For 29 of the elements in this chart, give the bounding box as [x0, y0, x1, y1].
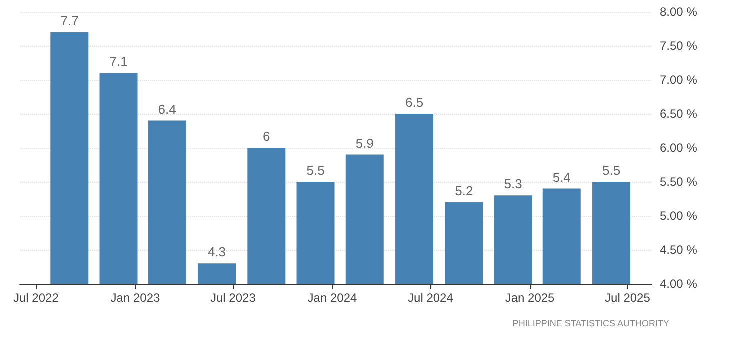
- x-tick-label: Jan 2024: [308, 291, 358, 305]
- y-tick-label: 7.50 %: [660, 39, 698, 53]
- y-tick-label: 5.50 %: [660, 175, 698, 189]
- x-tick-label: Jul 2025: [605, 291, 651, 305]
- data-label: 5.9: [356, 136, 374, 151]
- data-label: 7.7: [60, 13, 79, 28]
- data-label: 6: [263, 129, 270, 144]
- y-tick-label: 6.00 %: [660, 141, 698, 155]
- y-tick-label: 8.00 %: [660, 5, 698, 19]
- data-label: 4.3: [208, 244, 226, 260]
- data-label: 7.1: [110, 54, 128, 70]
- data-label: 5.3: [504, 176, 522, 192]
- text: PHILIPPINE STATISTICS AUTHORITY: [512, 318, 670, 328]
- x-tick-label: Jan 2023: [110, 291, 161, 305]
- data-label: 5.5: [602, 163, 621, 178]
- data-label: 5.5: [306, 163, 325, 178]
- x-tick-label: Jan 2025: [505, 291, 556, 305]
- y-tick-label: 7.00 %: [660, 73, 698, 87]
- x-tick-label: Jul 2023: [210, 291, 256, 305]
- y-tick-label: 4.00 %: [660, 277, 698, 291]
- data-label: 6.4: [158, 102, 176, 117]
- y-tick-label: 4.50 %: [660, 243, 698, 257]
- x-tick-label: Jul 2024: [408, 291, 454, 305]
- data-label: 6.5: [405, 95, 424, 110]
- data-label: 5.4: [552, 170, 571, 185]
- y-tick-label: 5.00 %: [660, 209, 698, 223]
- data-label: 5.2: [455, 183, 474, 198]
- x-tick-label: Jul 2022: [14, 291, 60, 305]
- y-tick-label: 6.50 %: [660, 107, 698, 121]
